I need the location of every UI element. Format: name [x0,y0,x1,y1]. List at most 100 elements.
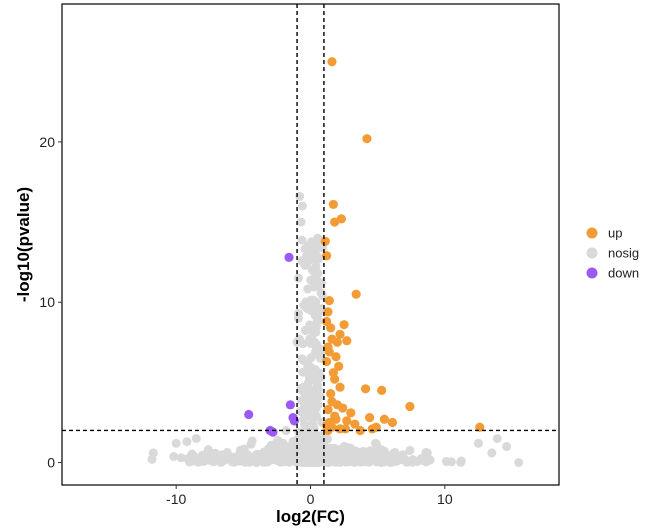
nosig-point [307,368,317,378]
nosig-point [297,235,307,245]
nosig-point [312,436,322,446]
nosig-point [222,448,232,458]
up-point [326,323,336,333]
up-point [331,352,341,362]
legend-swatch-up [586,227,598,239]
nosig-point [275,457,285,467]
nosig-point [456,457,466,467]
up-point [379,414,389,424]
legend-label-down: down [608,266,639,281]
nosig-point [306,306,316,316]
up-point [336,214,346,224]
nosig-point [358,446,368,456]
nosig-point [396,455,406,465]
up-point [328,199,338,210]
up-point [332,337,342,347]
nosig-point [370,438,380,448]
up-point [377,385,387,395]
up-point [331,414,341,424]
nosig-point [446,457,456,467]
nosig-point [299,458,309,468]
nosig-point [293,273,303,283]
nosig-point [473,438,483,448]
nosig-point [171,438,181,448]
axis-ticks: -10 0 10 0 10 20 [39,134,452,507]
up-point [335,424,345,434]
up-point [327,57,337,67]
threshold-lines [62,4,559,485]
up-point [324,347,334,357]
nosig-point [312,340,322,350]
legend-label-nosig: nosig [608,246,639,261]
y-axis-title: -log10(pvalue) [14,187,33,302]
up-point [330,374,340,384]
up-point [351,289,361,299]
nosig-point [314,254,324,264]
nosig-point [293,313,303,323]
nosig-point [311,319,321,329]
up-point [335,382,345,392]
nosig-point [169,452,179,462]
legend-swatch-nosig [586,247,598,259]
nosig-point [487,448,497,458]
x-axis-title: log2(FC) [276,507,345,526]
nosig-point [294,438,304,448]
y-tick-label: 20 [39,134,55,150]
nosig-point [310,376,320,386]
nosig-point [246,439,256,449]
nosig-point [308,247,318,257]
nosig-point [148,448,158,458]
nosig-point [239,454,249,464]
nosig-point [514,458,524,468]
nosig-point [345,457,355,467]
nosig-point [176,453,186,463]
up-point [350,419,360,429]
down-point [284,252,294,262]
nosig-point [388,456,398,466]
down-point [244,409,254,420]
up-point [323,405,333,415]
nosig-points [147,191,524,468]
nosig-point [422,448,432,458]
nosig-point [310,298,320,308]
nosig-point [229,457,239,467]
legend: up nosig down [586,226,639,281]
down-point [268,427,278,437]
nosig-point [304,411,314,421]
nosig-point [203,445,213,455]
nosig-point [313,268,323,278]
up-point [342,416,352,426]
up-point [387,417,398,428]
legend-swatch-down [586,267,598,279]
nosig-point [310,347,320,357]
nosig-point [182,437,192,447]
x-tick-label: 10 [437,491,453,507]
up-point [338,403,348,413]
up-point [355,425,365,436]
nosig-point [298,367,308,377]
nosig-point [492,434,502,443]
y-tick-label: 0 [47,455,55,471]
nosig-point [405,445,415,455]
up-point [365,413,375,423]
up-point [339,320,349,330]
y-tick-label: 10 [39,294,55,310]
nosig-point [305,420,315,430]
nosig-point [297,354,307,364]
up-point [320,236,330,246]
up-point [323,307,333,317]
nosig-point [299,300,309,310]
up-point [342,336,352,346]
down-point [285,400,295,410]
up-point [334,361,344,371]
significant-points [244,57,485,437]
up-point [367,424,377,434]
up-point [326,389,336,399]
nosig-point [306,385,316,395]
nosig-point [502,442,512,452]
nosig-point [191,434,201,443]
nosig-point [311,327,321,337]
up-point [475,422,485,432]
